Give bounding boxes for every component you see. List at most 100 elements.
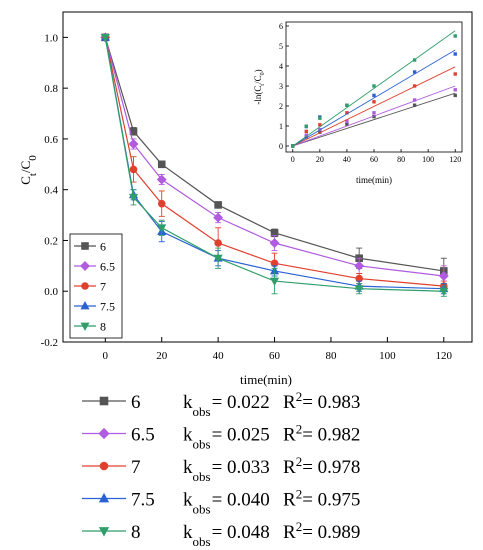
main-y-title-sub-0: 0 — [27, 155, 39, 161]
inset-data-point-6.5 — [412, 98, 417, 102]
main-data-point-7 — [157, 199, 166, 208]
inset-data-point-6.5 — [453, 88, 457, 92]
r-superscript: 2 — [296, 421, 303, 436]
main-data-point-8 — [213, 254, 223, 264]
inset-y-title-sub-0: 0 — [260, 72, 266, 75]
bottom-legend-name: 7.5 — [131, 490, 155, 511]
r-squared-equation: R2= 0.978 — [283, 454, 360, 479]
inset-y-title-suffix: ) — [253, 69, 263, 72]
main-legend-marker-8 — [80, 322, 90, 331]
main-legend-label: 7.5 — [100, 300, 115, 314]
inset-y-tick-label: 1 — [279, 122, 283, 131]
bottom-legend-row: 7 kobs= 0.033 R2= 0.978 — [82, 454, 360, 484]
main-data-point-7 — [129, 165, 138, 174]
inset-data-point-6 — [318, 130, 322, 134]
bottom-legend-row: 8 kobs= 0.048 R2= 0.989 — [82, 519, 360, 549]
r-squared-equation: R2= 0.983 — [283, 389, 360, 414]
k-label: k — [183, 522, 193, 543]
main-legend-marker-6 — [81, 242, 89, 250]
inset-fit-line-7 — [292, 66, 456, 147]
inset-y-tick-label: 4 — [279, 62, 283, 71]
main-data-point-6 — [270, 229, 279, 237]
k-subscript: obs — [193, 534, 211, 549]
inset-fit-line-6 — [292, 92, 456, 147]
inset-data-point-8 — [345, 103, 349, 107]
main-x-tick-label: 120 — [436, 350, 453, 362]
bottom-legend-marker-7 — [99, 461, 109, 471]
inset-x-tick-label: 120 — [449, 155, 461, 164]
main-legend-marker-6.5 — [80, 261, 90, 271]
inset-data-point-6.5 — [372, 111, 376, 115]
k-label: k — [183, 392, 193, 413]
r-squared-equation: R2= 0.975 — [283, 486, 360, 511]
k-obs-equation: kobs= 0.033 — [183, 457, 270, 484]
main-x-tick-label: 20 — [156, 350, 168, 362]
inset-y-tick-label: 3 — [279, 82, 283, 91]
bottom-legend-name: 8 — [131, 522, 141, 543]
r-squared-equation: R2= 0.989 — [283, 519, 360, 544]
inset-data-point-8 — [318, 116, 322, 120]
inset-data-point-8 — [304, 124, 309, 128]
k-value: = 0.025 — [212, 425, 270, 446]
main-legend-label: 6.5 — [100, 260, 115, 274]
inset-data-point-7 — [372, 100, 376, 104]
main-data-point-6 — [157, 160, 166, 169]
inset-fit-line-8 — [292, 30, 456, 147]
k-subscript: obs — [193, 501, 211, 516]
inset-y-tick-label: 5 — [279, 42, 283, 51]
main-legend-marker-7 — [81, 282, 89, 290]
inset-x-tick-label: 40 — [343, 155, 351, 164]
bottom-legend-row: 6.5 kobs= 0.025 R2= 0.982 — [82, 421, 360, 451]
k-label: k — [183, 457, 193, 478]
bottom-legend-marker-7.5 — [98, 492, 110, 503]
main-x-tick-label: 40 — [213, 350, 225, 362]
main-axes: 0 20 40 60 80 100 120-0.20.00.20.40.60.81.0 — [41, 32, 453, 362]
main-data-point-8 — [128, 193, 139, 203]
r-superscript: 2 — [296, 389, 303, 404]
inset-data-point-8 — [372, 84, 376, 88]
main-data-point-6.5 — [438, 271, 449, 281]
inset-y-tick-label: 2 — [279, 102, 283, 111]
r-value: = 0.978 — [302, 457, 360, 478]
main-data-point-8 — [439, 287, 449, 297]
main-data-point-6 — [214, 201, 222, 209]
inset-x-axis-title: time(min) — [356, 175, 392, 185]
k-subscript: obs — [193, 469, 211, 484]
inset-data-point-6.5 — [345, 119, 349, 123]
inset-axes: 0 20 40 60 80 100 120 0 1 2 3 4 5 6 — [279, 22, 461, 164]
main-y-tick-label: -0.2 — [41, 337, 58, 349]
inset-background — [268, 16, 468, 184]
main-data-point-8 — [354, 285, 364, 294]
main-y-axis-title: Ct/C0 — [18, 155, 39, 185]
bottom-legend-row: 7.5 kobs= 0.040 R2= 0.975 — [82, 486, 360, 516]
k-value: = 0.022 — [212, 392, 270, 413]
main-y-title-sub-t: t — [27, 173, 39, 176]
r-label: R — [283, 425, 296, 446]
inset-x-tick-label: 100 — [422, 155, 434, 164]
k-label: k — [183, 490, 193, 511]
k-obs-equation: kobs= 0.040 — [183, 490, 270, 517]
inset-data-point-7 — [318, 123, 322, 127]
inset-y-tick-label: 0 — [279, 142, 283, 151]
bottom-legend-marker-6 — [99, 396, 109, 406]
main-x-tick-label: 100 — [379, 350, 396, 362]
main-legend-marker-7.5 — [80, 301, 90, 310]
inset-y-title-prefix: -ln(C — [253, 86, 263, 105]
k-value: = 0.033 — [212, 457, 270, 478]
k-subscript: obs — [193, 404, 211, 419]
inset-fit-line-7.5 — [292, 49, 456, 147]
k-subscript: obs — [193, 436, 211, 451]
main-y-tick-label: 0.6 — [44, 134, 58, 146]
inset-y-title-sub-t: t — [260, 84, 266, 86]
main-data-point-7 — [214, 239, 222, 247]
main-legend-label: 8 — [100, 320, 106, 334]
k-value: = 0.040 — [212, 490, 270, 511]
main-y-tick-label: 0.4 — [44, 185, 58, 197]
bottom-legend-marker-6.5 — [98, 427, 110, 440]
main-y-title-c: C — [18, 176, 33, 185]
k-obs-equation: kobs= 0.025 — [183, 425, 270, 452]
main-x-tick-label: 80 — [325, 350, 337, 362]
r-value: = 0.982 — [302, 425, 360, 446]
